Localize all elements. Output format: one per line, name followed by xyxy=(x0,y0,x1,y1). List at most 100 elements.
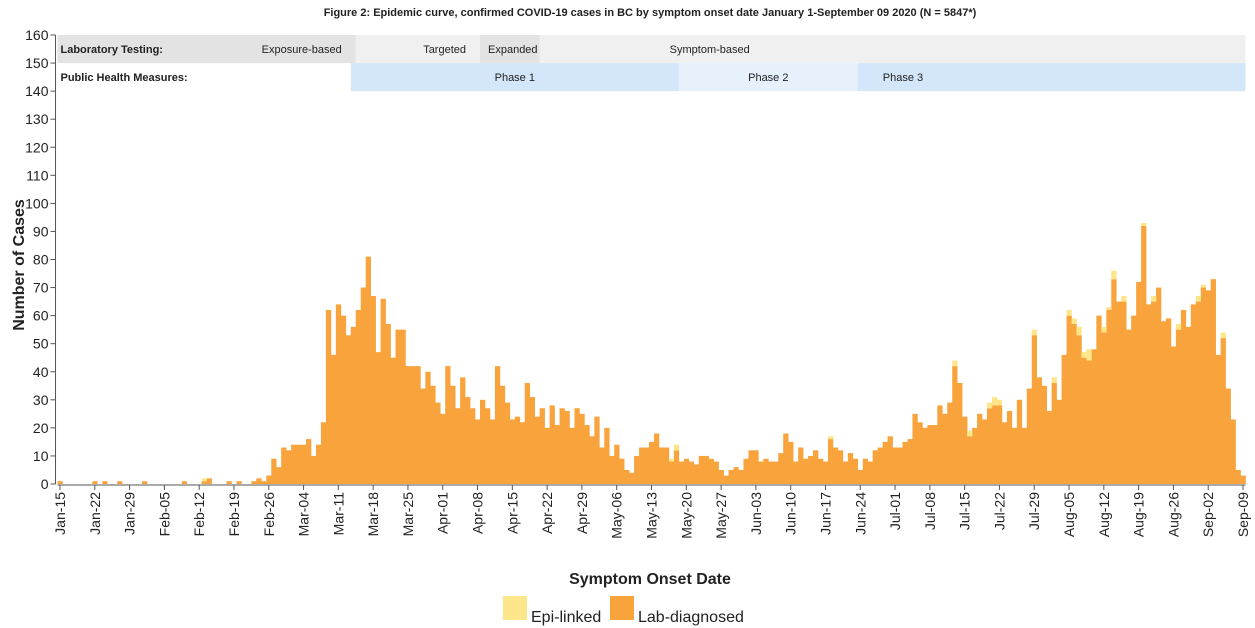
bar xyxy=(1205,290,1211,484)
bar xyxy=(534,416,540,484)
y-tick-label: 140 xyxy=(25,83,49,99)
x-tick-label: Apr-29 xyxy=(574,492,590,534)
x-tick-label: Mar-11 xyxy=(330,492,346,536)
legend-label: Epi-linked xyxy=(531,609,601,626)
bar xyxy=(1235,469,1241,484)
bar xyxy=(1071,324,1077,484)
bar xyxy=(529,397,535,484)
x-tick-label: Aug-12 xyxy=(1096,492,1112,537)
testing-band xyxy=(355,35,481,64)
bar xyxy=(803,458,809,484)
bar xyxy=(1021,427,1028,484)
bar xyxy=(1081,352,1087,358)
bar xyxy=(261,481,267,484)
y-tick-label: 110 xyxy=(26,167,49,183)
bar xyxy=(420,388,426,484)
bar xyxy=(514,416,521,484)
x-tick-label: Jul-22 xyxy=(991,492,1007,530)
bar xyxy=(947,402,953,484)
bar xyxy=(892,447,898,484)
bar xyxy=(415,366,421,484)
bar xyxy=(494,366,501,484)
bar xyxy=(624,469,630,484)
bar xyxy=(867,461,873,484)
measures-band xyxy=(857,63,1246,92)
bar xyxy=(922,427,928,484)
bar xyxy=(1230,419,1236,484)
bar xyxy=(1240,475,1246,484)
bar xyxy=(499,385,506,484)
bar xyxy=(1121,295,1127,302)
y-tick-label: 130 xyxy=(25,111,49,127)
bar xyxy=(1106,310,1112,484)
bar xyxy=(634,455,640,484)
bar xyxy=(509,419,516,484)
testing-phase: Targeted xyxy=(423,44,466,56)
bar xyxy=(92,481,98,484)
bar xyxy=(1225,388,1231,484)
bar xyxy=(435,402,441,484)
bar xyxy=(330,354,337,484)
bar xyxy=(524,382,531,484)
bar xyxy=(1126,329,1132,484)
bar xyxy=(315,444,322,484)
x-tick-label: Feb-26 xyxy=(261,492,277,537)
bar xyxy=(991,405,998,484)
bar xyxy=(614,444,620,484)
bar xyxy=(693,464,700,484)
bar xyxy=(1101,326,1107,333)
bar xyxy=(1061,354,1067,484)
bar xyxy=(102,481,108,484)
bar xyxy=(539,408,545,484)
bar xyxy=(440,413,446,484)
bar xyxy=(489,419,496,484)
bar xyxy=(1076,326,1082,336)
y-tick-label: 90 xyxy=(33,223,49,239)
bar xyxy=(455,408,461,484)
x-tick-label: Jul-29 xyxy=(1026,492,1042,530)
bar xyxy=(390,357,396,484)
bar xyxy=(425,371,431,484)
bar xyxy=(311,455,317,484)
bar xyxy=(370,295,376,484)
bar xyxy=(1096,315,1102,484)
bar xyxy=(604,427,610,484)
bar xyxy=(1091,349,1097,484)
bar xyxy=(1081,357,1087,484)
bar xyxy=(644,447,650,484)
x-tick-label: Mar-18 xyxy=(365,492,381,537)
bar xyxy=(484,408,491,484)
bar xyxy=(673,450,680,484)
x-tick-label: Sep-09 xyxy=(1235,492,1251,537)
x-axis-label: Symptom Onset Date xyxy=(569,571,731,588)
bar xyxy=(1170,346,1177,484)
bar xyxy=(360,287,366,484)
chart-title: Figure 2: Epidemic curve, confirmed COVI… xyxy=(324,7,977,19)
bar xyxy=(987,402,993,409)
bar xyxy=(325,310,332,484)
x-tick-label: Feb-12 xyxy=(191,492,207,537)
bar xyxy=(639,447,645,484)
bar xyxy=(862,458,869,484)
y-tick-label: 160 xyxy=(25,27,49,43)
x-tick-label: Aug-26 xyxy=(1165,492,1181,537)
bar xyxy=(599,447,605,484)
testing-label: Laboratory Testing: xyxy=(61,44,163,56)
bar xyxy=(1146,304,1152,484)
bar xyxy=(996,399,1003,406)
x-tick-label: Apr-08 xyxy=(470,492,486,534)
x-tick-label: Jan-15 xyxy=(52,492,68,535)
bar xyxy=(1016,399,1023,484)
x-tick-label: Jul-08 xyxy=(922,492,938,530)
bar xyxy=(569,427,575,484)
bar xyxy=(350,326,357,484)
bar xyxy=(1185,326,1192,484)
bar xyxy=(465,397,471,484)
bar xyxy=(117,481,123,484)
x-tick-label: Aug-19 xyxy=(1131,492,1147,537)
bar xyxy=(1136,281,1142,484)
x-tick-label: May-13 xyxy=(644,492,660,539)
bar xyxy=(345,335,352,484)
bar xyxy=(748,450,754,484)
bar xyxy=(768,461,774,484)
